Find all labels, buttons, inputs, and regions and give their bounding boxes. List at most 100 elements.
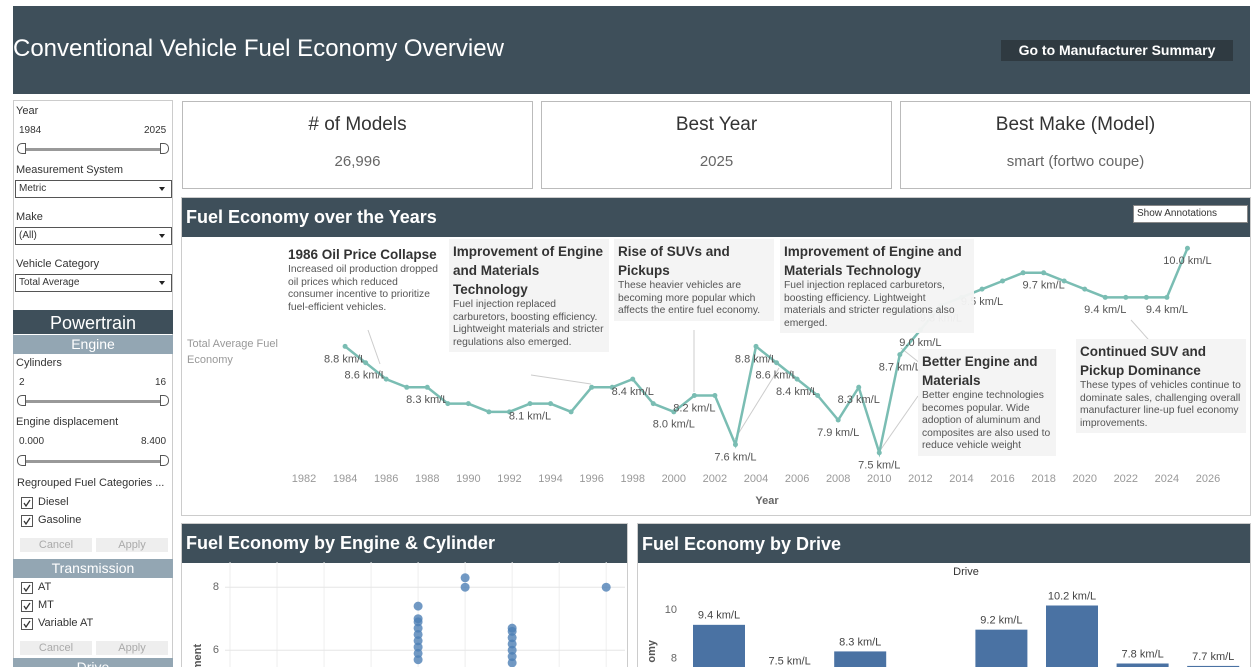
y-tick-label: 8	[671, 653, 677, 665]
checkbox-label: MT	[38, 599, 54, 611]
x-tick-label: 2014	[949, 473, 973, 485]
x-tick-label: 2022	[1114, 473, 1138, 485]
apply-button[interactable]: Apply	[96, 641, 168, 655]
data-point	[1123, 294, 1129, 300]
dashboard-title: Conventional Vehicle Fuel Economy Overvi…	[13, 35, 504, 62]
range-max: 8.400	[141, 436, 167, 447]
filter-label: Vehicle Category	[16, 258, 100, 270]
data-label: 9.4 km/L	[698, 610, 740, 622]
x-tick-label: 1998	[620, 473, 644, 485]
chart-title: Fuel Economy by Engine & Cylinder	[186, 533, 496, 553]
annotation-text: Increased oil production dropped oil pri…	[288, 264, 438, 313]
slider-handle[interactable]	[17, 395, 26, 406]
data-point	[753, 343, 759, 349]
data-label: 10.0 km/L	[1163, 255, 1211, 267]
annotation-text: Fuel injection replaced carburetors, boo…	[453, 299, 604, 348]
slider-handle[interactable]	[17, 143, 26, 154]
y-axis-title: ment	[192, 644, 204, 667]
x-tick-label: 2020	[1072, 473, 1096, 485]
data-point	[507, 658, 517, 667]
slider-handle[interactable]	[160, 395, 169, 406]
data-label: 7.5 km/L	[858, 460, 900, 472]
annotation-text: Fuel injection replaced carburetors, boo…	[784, 280, 955, 329]
apply-button[interactable]: Apply	[96, 538, 168, 552]
x-tick-label: 2010	[867, 473, 891, 485]
data-point	[732, 442, 738, 448]
x-tick-label: 2002	[703, 473, 727, 485]
x-tick-label: 2024	[1155, 473, 1179, 485]
x-tick-label: 2012	[908, 473, 932, 485]
annotation-title: Improvement of Engine and Materials Tech…	[453, 244, 604, 297]
y-tick-label: 6	[213, 644, 219, 656]
checkbox[interactable]	[21, 600, 33, 612]
data-label: 7.9 km/L	[817, 427, 859, 439]
annotation-title: Improvement of Engine and Materials Tech…	[784, 244, 962, 278]
checkbox[interactable]	[21, 515, 33, 527]
data-label: 8.3 km/L	[406, 394, 448, 406]
data-point	[650, 401, 656, 407]
slider-handle[interactable]	[160, 143, 169, 154]
kpi-title: Best Year	[675, 114, 758, 135]
x-axis-title: Drive	[953, 566, 979, 578]
panel-header	[182, 524, 627, 563]
annotation-text: These types of vehicles continue to domi…	[1080, 380, 1241, 429]
x-tick-label: 1986	[374, 473, 398, 485]
data-label: 7.5 km/L	[769, 656, 811, 667]
data-point	[691, 392, 697, 398]
x-tick-label: 2004	[744, 473, 768, 485]
data-point	[1020, 270, 1026, 276]
checkbox[interactable]	[21, 497, 33, 509]
annotation-leader	[530, 374, 592, 385]
data-point	[413, 617, 423, 627]
nav-button[interactable]: Go to Manufacturer Summary	[1001, 40, 1233, 61]
data-point	[630, 376, 636, 382]
checkbox[interactable]	[21, 582, 33, 594]
y-axis-title: Total Average Fuel Economy	[187, 338, 278, 366]
chart-panel: Fuel Economy by Engine & Cylinder	[181, 523, 628, 667]
data-label: 9.2 km/L	[980, 615, 1022, 627]
data-point	[507, 639, 517, 649]
dropdown[interactable]: Total Average	[15, 274, 172, 292]
data-label: 7.8 km/L	[1122, 648, 1164, 660]
checkbox[interactable]	[21, 618, 33, 630]
annotation-leader	[878, 395, 919, 453]
data-point	[507, 645, 517, 655]
cancel-button[interactable]: Cancel	[20, 538, 92, 552]
data-point	[424, 384, 430, 390]
slider-handle[interactable]	[17, 455, 26, 466]
annotation-title: Rise of SUVs and Pickups	[618, 244, 730, 278]
filter-label: Engine displacement	[16, 416, 119, 428]
annotation-toggle[interactable]: Show Annotations	[1133, 205, 1248, 223]
kpi-value: 2025	[699, 153, 734, 170]
kpi-card: # of Models 26,996	[182, 101, 533, 189]
kpi-value: smart (fortwo coupe)	[1006, 153, 1145, 170]
chart-title: Fuel Economy over the Years	[186, 207, 437, 227]
data-point	[413, 655, 423, 665]
data-point	[671, 409, 677, 415]
data-point	[507, 633, 517, 643]
data-point	[548, 401, 554, 407]
annotation-title: Continued SUV and Pickup Dominance	[1080, 344, 1206, 378]
section-header: Engine	[13, 335, 173, 354]
data-point	[1041, 270, 1047, 276]
bar	[1046, 605, 1098, 667]
data-point	[527, 401, 533, 407]
checkbox-label: Variable AT	[38, 617, 94, 629]
dropdown[interactable]: (All)	[15, 227, 172, 245]
dropdown[interactable]: Metric	[15, 180, 172, 198]
x-tick-label: 1982	[292, 473, 316, 485]
x-axis-title: Year	[755, 495, 779, 507]
x-tick-label: 2026	[1196, 473, 1220, 485]
data-point	[897, 352, 903, 358]
data-point	[413, 648, 423, 658]
x-tick-label: 1994	[538, 473, 562, 485]
annotation: Continued SUV and Pickup Dominance These …	[1076, 339, 1246, 433]
filter-label: Regrouped Fuel Categories ...	[17, 477, 165, 489]
slider-handle[interactable]	[160, 455, 169, 466]
data-point	[979, 286, 985, 292]
kpi-title: Best Make (Model)	[995, 114, 1156, 135]
slider-track	[20, 460, 165, 463]
x-tick-label: 2016	[990, 473, 1014, 485]
cancel-button[interactable]: Cancel	[20, 641, 92, 655]
data-point	[815, 392, 821, 398]
